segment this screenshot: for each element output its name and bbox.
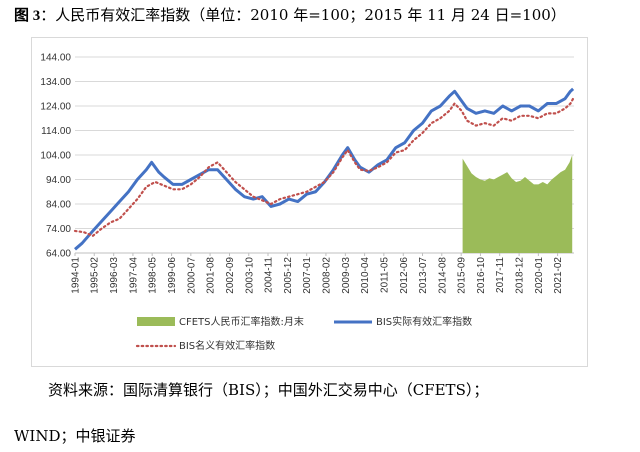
- x-tick-label: 1994-01: [71, 257, 82, 294]
- source-note-line1: 资料来源：国际清算银行（BIS）；中国外汇交易中心（CFETS）；: [48, 381, 489, 399]
- x-tick-label: 2017-11: [495, 257, 506, 293]
- x-tick-label: 2001-08: [206, 257, 217, 294]
- legend-label-cfets: CFETS人民币汇率指数:月末: [179, 315, 304, 328]
- y-tick-label: 134.00: [40, 77, 71, 88]
- figure-number: 图 3: [14, 8, 41, 24]
- x-tick-label: 1997-04: [128, 257, 139, 294]
- x-tick-label: 2014-08: [437, 257, 448, 294]
- x-tick-label: 2018-12: [515, 257, 526, 294]
- y-tick-label: 114.00: [41, 126, 71, 137]
- y-tick-label: 74.00: [46, 224, 71, 235]
- y-tick-label: 64.00: [46, 249, 71, 260]
- figure-caption: 图 3：人民币有效汇率指数（单位：2010 年=100；2015 年 11 月 …: [14, 4, 634, 25]
- x-tick-label: 2021-02: [553, 257, 564, 294]
- y-tick-label: 104.00: [40, 151, 71, 162]
- x-tick-label: 1998-05: [148, 257, 159, 294]
- x-tick-label: 2015-09: [457, 257, 468, 294]
- x-tick-label: 2016-10: [476, 257, 487, 294]
- x-tick-label: 2004-11: [264, 257, 275, 293]
- x-tick-label: 2008-02: [321, 257, 332, 294]
- x-tick-label: 2010-04: [360, 257, 371, 294]
- legend-label-bis-real: BIS实际有效汇率指数: [376, 315, 472, 328]
- source-note-line2: WIND；中银证券: [14, 427, 136, 445]
- bis-real-eer-line: [74, 87, 575, 251]
- exchange-rate-chart: 64.00 74.00 84.00 94.00 104.00 114.00 124.00 13…: [40, 53, 575, 352]
- bis-nominal-eer-line: [73, 97, 575, 238]
- x-tick-label: 2020-01: [534, 257, 545, 294]
- x-tick-label: 2000-07: [186, 257, 197, 294]
- x-tick-label: 2013-07: [418, 257, 429, 294]
- x-tick-label: 1996-03: [109, 257, 120, 294]
- x-tick-label: 1999-06: [167, 257, 178, 294]
- x-tick-label: 2002-09: [225, 257, 236, 294]
- y-tick-label: 94.00: [46, 175, 71, 186]
- y-tick-label: 124.00: [40, 102, 71, 113]
- x-tick-label: 2011-05: [379, 257, 390, 293]
- x-tick-label: 2007-01: [302, 257, 313, 294]
- x-tick-label: 2005-12: [283, 257, 294, 294]
- chart-frame: 64.00 74.00 84.00 94.00 104.00 114.00 124.00 13…: [31, 37, 588, 367]
- legend-swatch-cfets: [137, 317, 175, 326]
- legend-label-bis-nominal: BIS名义有效汇率指数: [179, 339, 275, 352]
- x-tick-label: 2009-03: [341, 257, 352, 294]
- x-tick-label: 2012-06: [399, 257, 410, 294]
- x-tick-label: 1995-02: [90, 257, 101, 294]
- y-tick-label: 84.00: [46, 200, 71, 211]
- y-tick-label: 144.00: [40, 53, 71, 64]
- figure-title: ：人民币有效汇率指数（单位：2010 年=100；2015 年 11 月 24 …: [40, 6, 566, 24]
- cfets-area-series: [462, 155, 573, 253]
- x-tick-label: 2003-10: [244, 257, 255, 294]
